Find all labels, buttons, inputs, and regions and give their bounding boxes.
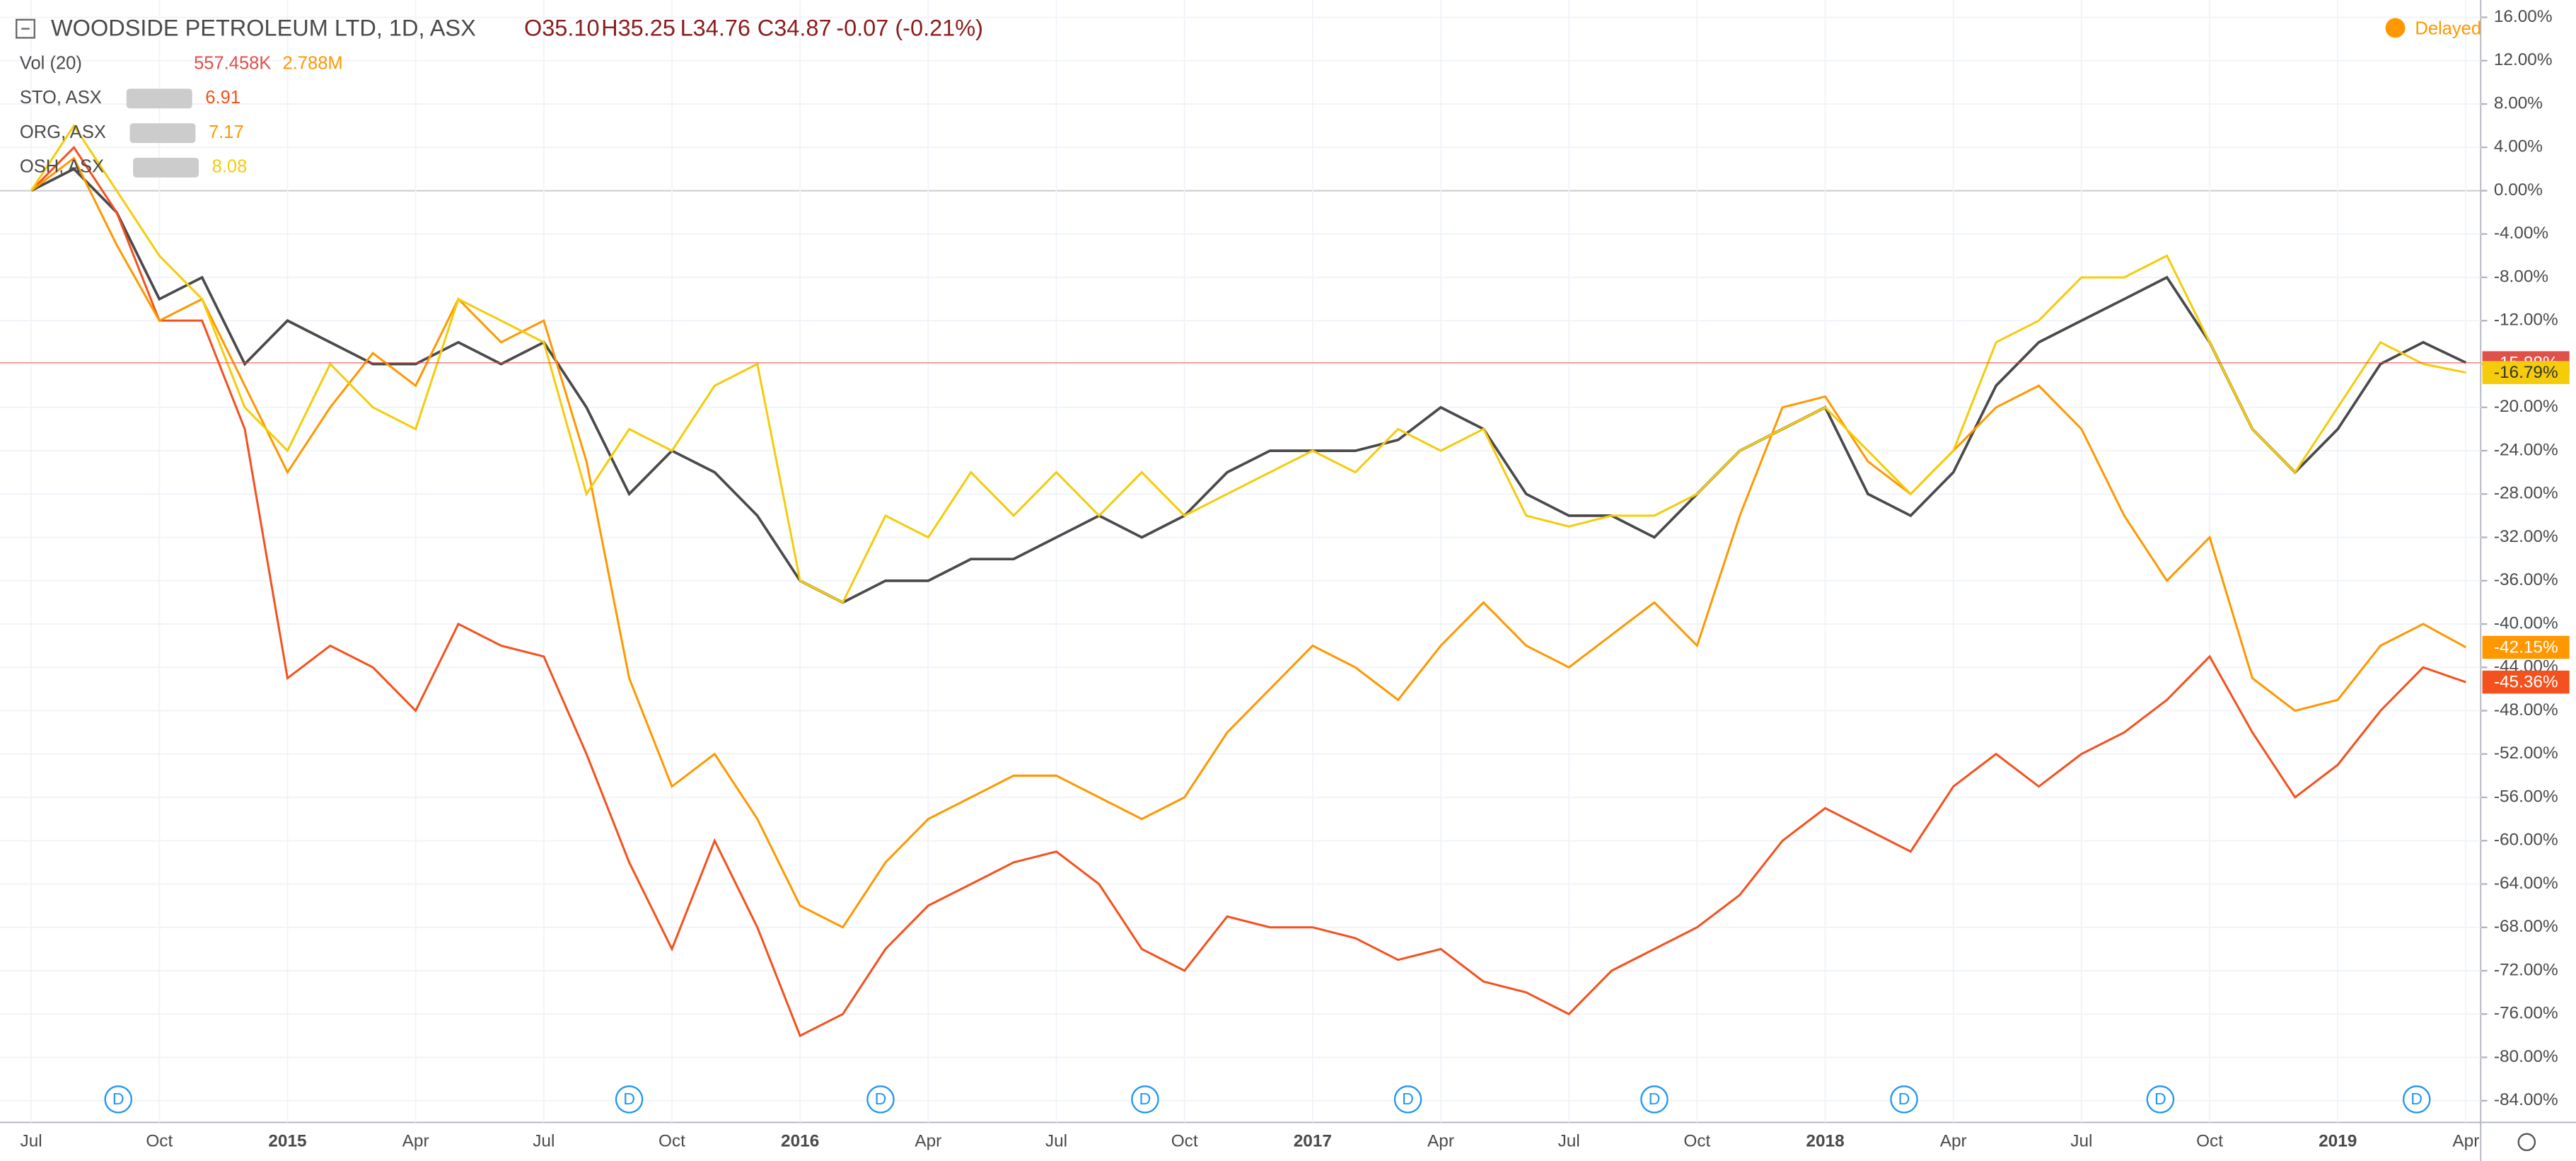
y-tick-label: -32.00% [2494, 527, 2558, 546]
dividend-label: D [2154, 1090, 2166, 1108]
overlay: -15.88%-45.36%-42.15%-16.79%STO, ASX6.91… [0, 88, 2570, 1152]
ohlc-change: -0.07 (-0.21%) [836, 15, 983, 40]
x-tick-label: Apr [402, 1132, 429, 1151]
x-tick-label: 2018 [1806, 1132, 1844, 1151]
y-tick-label: -48.00% [2494, 700, 2558, 720]
x-tick-label: Oct [1683, 1132, 1710, 1151]
y-tick-label: -56.00% [2494, 787, 2558, 806]
legend-icons[interactable] [133, 157, 199, 178]
delayed-label[interactable]: Delayed [2415, 19, 2481, 39]
series-line [30, 156, 2467, 929]
y-tick-label: -28.00% [2494, 484, 2558, 503]
y-tick-label: -36.00% [2494, 570, 2558, 589]
y-tick-label: -72.00% [2494, 960, 2558, 979]
dividend-marker [2402, 1085, 2431, 1114]
dividend-marker [1131, 1085, 1159, 1114]
price-tag [2482, 670, 2570, 694]
dividend-label: D [1402, 1090, 1414, 1108]
y-tick-label: 4.00% [2494, 137, 2543, 156]
legend-reading: 6.91 [205, 88, 240, 108]
y-tick-label: -60.00% [2494, 831, 2558, 850]
ohlc-high: H35.25 [601, 15, 675, 40]
price-tag-label: -42.15% [2494, 638, 2558, 657]
series-line [30, 167, 2467, 604]
x-tick-label: Jul [2070, 1132, 2092, 1151]
y-tick-label: -12.00% [2494, 311, 2558, 330]
dividend-label: D [112, 1090, 124, 1108]
dividend-marker [2146, 1085, 2175, 1114]
x-tick-label: 2017 [1294, 1132, 1332, 1151]
dividend-marker [104, 1085, 132, 1114]
x-tick-label: 2016 [781, 1132, 819, 1151]
x-tick-label: 2015 [268, 1132, 306, 1151]
x-tick-label: Jul [21, 1132, 42, 1151]
legend-name: ORG, ASX [20, 122, 106, 142]
dividend-marker [1890, 1085, 1918, 1114]
collapse-icon[interactable] [16, 18, 35, 39]
y-tick-label: 0.00% [2494, 180, 2543, 200]
dividend-marker [615, 1085, 644, 1114]
y-tick-label: -20.00% [2494, 397, 2558, 416]
delayed-icon [2385, 18, 2406, 38]
price-tag-label: -45.36% [2494, 673, 2558, 692]
y-tick-label: -84.00% [2494, 1090, 2558, 1109]
x-tick-label: Apr [1940, 1132, 1967, 1151]
x-tick-label: Oct [146, 1132, 173, 1151]
legend-reading: 7.17 [209, 122, 244, 142]
series-line [30, 123, 2466, 604]
dividend-label: D [2410, 1090, 2423, 1108]
x-tick-label: Apr [1427, 1132, 1454, 1151]
dividend-marker [1393, 1085, 1422, 1114]
x-tick-label: Jul [1558, 1132, 1580, 1151]
x-tick-label: 2019 [2319, 1132, 2357, 1151]
y-tick-label: 16.00% [2494, 7, 2553, 26]
ohlc-low: L34.76 [680, 15, 750, 40]
legend-icons[interactable] [126, 88, 192, 109]
x-tick-label: Apr [915, 1132, 941, 1151]
volume-name: Vol (20) [20, 53, 82, 73]
y-tick-label: 12.00% [2494, 50, 2553, 69]
dividend-label: D [1649, 1090, 1661, 1108]
ohlc-close: C34.87 [758, 15, 832, 40]
series-line [30, 145, 2466, 1038]
header-title: WOODSIDE PETROLEUM LTD, 1D, ASX [51, 15, 476, 40]
dividend-label: D [623, 1090, 635, 1108]
settings-icon[interactable] [2517, 1133, 2536, 1152]
dividend-label: D [875, 1090, 887, 1108]
y-tick-label: -64.00% [2494, 874, 2558, 893]
y-tick-label: -76.00% [2494, 1004, 2558, 1023]
y-tick-label: -24.00% [2494, 440, 2558, 459]
legend-name: OSH, ASX [20, 157, 104, 177]
legend-reading: 8.08 [212, 157, 248, 177]
price-tag-label: -16.79% [2494, 363, 2558, 382]
ohlc-open: O35.10 [524, 15, 600, 40]
legend-name: STO, ASX [20, 88, 102, 108]
x-tick-label: Apr [2452, 1132, 2479, 1151]
y-tick-label: 8.00% [2494, 93, 2543, 112]
x-tick-label: Oct [658, 1132, 685, 1151]
legend-icons[interactable] [129, 123, 196, 144]
y-tick-label: -4.00% [2494, 224, 2548, 243]
dividend-label: D [1139, 1090, 1151, 1108]
y-tick-label: -8.00% [2494, 267, 2548, 286]
x-tick-label: Oct [1171, 1132, 1198, 1151]
y-tick-label: -80.00% [2494, 1047, 2558, 1066]
volume-reading: 557.458K [194, 53, 271, 73]
plot [30, 123, 2467, 1038]
x-tick-label: Jul [1045, 1132, 1067, 1151]
dividend-marker [866, 1085, 895, 1114]
dividend-marker [1640, 1085, 1669, 1114]
y-tick-label: -68.00% [2494, 917, 2558, 936]
price-tag [2482, 361, 2570, 384]
y-tick-label: -52.00% [2494, 744, 2558, 763]
volume-reading: 2.788M [283, 53, 343, 73]
price-tag [2482, 635, 2570, 659]
dividend-label: D [1898, 1090, 1910, 1108]
x-tick-label: Jul [533, 1132, 555, 1151]
x-tick-label: Oct [2196, 1132, 2223, 1151]
y-tick-label: -40.00% [2494, 613, 2558, 633]
